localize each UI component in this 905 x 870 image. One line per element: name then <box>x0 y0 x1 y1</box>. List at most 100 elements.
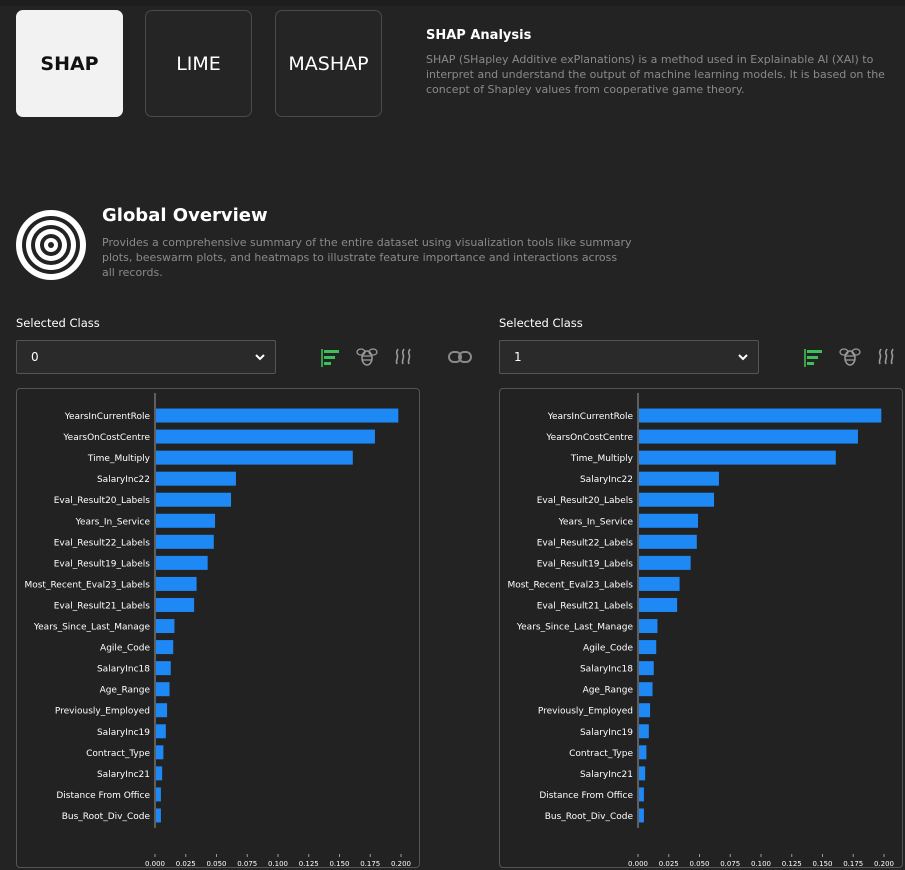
summary-bar-icon[interactable] <box>803 346 825 368</box>
link-icon[interactable] <box>448 347 472 367</box>
shap-bar <box>156 682 170 697</box>
feature-label: Eval_Result21_Labels <box>54 601 151 611</box>
heatmap-icon[interactable] <box>392 346 414 368</box>
shap-bar <box>156 555 208 570</box>
feature-label: Years_Since_Last_Manage <box>33 623 151 633</box>
shap-bar <box>639 724 649 739</box>
x-tick-label: 0.150 <box>812 860 832 868</box>
x-tick-label: 0.150 <box>329 860 349 868</box>
shap-bar <box>639 492 715 507</box>
chevron-down-icon <box>738 354 748 361</box>
x-tick-label: 0.100 <box>751 860 771 868</box>
x-tick-label: 0.025 <box>176 860 196 868</box>
x-tick-label: 0.000 <box>628 860 648 868</box>
shap-bar <box>639 534 697 549</box>
shap-bar <box>639 576 680 591</box>
analysis-title: SHAP Analysis <box>426 28 532 43</box>
target-icon <box>16 210 86 280</box>
shap-bar <box>156 745 164 760</box>
feature-label: SalaryInc18 <box>580 665 633 675</box>
x-tick-label: 0.050 <box>689 860 709 868</box>
shap-bar <box>639 640 657 655</box>
shap-bar <box>156 640 174 655</box>
shap-bar <box>156 471 236 486</box>
class-select[interactable]: 0 <box>16 340 276 374</box>
shap-bar <box>639 619 658 634</box>
x-tick-label: 0.175 <box>843 860 863 868</box>
feature-label: Contract_Type <box>86 749 150 759</box>
feature-label: Eval_Result19_Labels <box>54 559 151 569</box>
feature-label: Eval_Result19_Labels <box>537 559 634 569</box>
class-panel-0: Selected Class 0 YearsInCurrentRole Years… <box>16 314 422 870</box>
shap-bar <box>639 513 699 528</box>
chevron-down-icon <box>255 354 265 361</box>
shap-bar <box>156 534 214 549</box>
feature-label: Eval_Result20_Labels <box>537 496 634 506</box>
feature-label: Eval_Result20_Labels <box>54 496 151 506</box>
feature-label: SalaryInc22 <box>97 475 150 485</box>
shap-summary-chart: YearsInCurrentRole YearsOnCostCentre Time_… <box>16 388 420 868</box>
feature-label: Most_Recent_Eval23_Labels <box>507 580 633 590</box>
shap-bar <box>639 661 654 676</box>
feature-label: Years_In_Service <box>75 517 151 527</box>
overview-description: Provides a comprehensive summary of the … <box>102 236 632 279</box>
heatmap-icon[interactable] <box>875 346 897 368</box>
feature-label: YearsOnCostCentre <box>62 433 150 443</box>
feature-label: Eval_Result22_Labels <box>537 538 634 548</box>
shap-bar <box>639 471 719 486</box>
feature-label: SalaryInc19 <box>97 728 150 738</box>
shap-method-button[interactable]: SHAP <box>16 10 123 117</box>
class-select[interactable]: 1 <box>499 340 759 374</box>
x-tick-label: 0.075 <box>720 860 740 868</box>
shap-bar-chart: YearsInCurrentRole YearsOnCostCentre Time_… <box>24 393 411 868</box>
feature-label: Agile_Code <box>583 644 633 654</box>
shap-bar <box>639 808 644 823</box>
x-tick-label: 0.075 <box>237 860 257 868</box>
mashap-method-button[interactable]: MASHAP <box>275 10 382 117</box>
x-tick-label: 0.125 <box>299 860 319 868</box>
shap-bar <box>639 682 653 697</box>
shap-bar <box>156 724 166 739</box>
feature-label: Previously_Employed <box>55 707 150 717</box>
shap-bar <box>639 429 858 444</box>
feature-label: Bus_Root_Div_Code <box>545 812 634 822</box>
class-panel-1: Selected Class 1 YearsInCurrentRole Years… <box>499 314 905 870</box>
shap-bar <box>156 808 161 823</box>
shap-bar <box>639 787 644 802</box>
feature-label: SalaryInc21 <box>580 770 633 780</box>
shap-bar <box>156 661 171 676</box>
feature-label: SalaryInc18 <box>97 665 150 675</box>
x-tick-label: 0.175 <box>360 860 380 868</box>
feature-label: Eval_Result21_Labels <box>537 601 634 611</box>
feature-label: Most_Recent_Eval23_Labels <box>24 580 150 590</box>
x-tick-label: 0.100 <box>268 860 288 868</box>
feature-label: Age_Range <box>100 686 151 696</box>
class-select-value: 0 <box>31 350 39 364</box>
shap-bar <box>156 513 216 528</box>
feature-label: Age_Range <box>583 686 634 696</box>
shap-bar <box>156 450 353 465</box>
shap-bar-chart: YearsInCurrentRole YearsOnCostCentre Time_… <box>507 393 894 868</box>
feature-label: Bus_Root_Div_Code <box>62 812 151 822</box>
x-tick-label: 0.050 <box>206 860 226 868</box>
feature-label: Time_Multiply <box>570 454 634 464</box>
shap-bar <box>639 597 678 612</box>
analysis-description: SHAP (SHapley Additive exPlanations) is … <box>426 53 885 96</box>
feature-label: Time_Multiply <box>87 454 151 464</box>
summary-bar-icon[interactable] <box>320 346 342 368</box>
shap-bar <box>639 766 646 781</box>
feature-label: Contract_Type <box>569 749 633 759</box>
feature-label: YearsInCurrentRole <box>64 412 151 422</box>
shap-bar <box>156 429 375 444</box>
lime-method-button[interactable]: LIME <box>145 10 252 117</box>
feature-label: Years_Since_Last_Manage <box>516 623 634 633</box>
beeswarm-icon[interactable] <box>839 346 861 368</box>
beeswarm-icon[interactable] <box>356 346 378 368</box>
selected-class-label: Selected Class <box>499 316 583 330</box>
shap-bar <box>639 745 647 760</box>
shap-bar <box>639 450 836 465</box>
selected-class-label: Selected Class <box>16 316 100 330</box>
feature-label: SalaryInc22 <box>580 475 633 485</box>
feature-label: Years_In_Service <box>558 517 634 527</box>
top-strip <box>0 0 905 6</box>
